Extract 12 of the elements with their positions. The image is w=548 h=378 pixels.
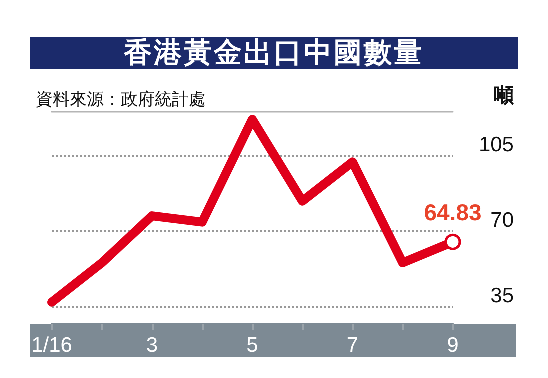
x-tick-label: 9 <box>447 334 459 357</box>
x-tick-label: 7 <box>346 334 359 357</box>
data-label: 64.83 <box>424 199 482 226</box>
y-tick-label: 105 <box>478 133 514 156</box>
y-tick-label: 35 <box>490 284 514 308</box>
y-tick-label: 70 <box>490 208 514 232</box>
y-axis-title: 噸 <box>494 85 515 107</box>
x-tick-label: 3 <box>146 334 158 357</box>
x-tick-label: 5 <box>246 334 258 357</box>
x-tick-label: 1/16 <box>32 334 72 357</box>
source-note: 資料來源：政府統計處 <box>36 89 206 111</box>
chart-title: 香港黃金出口中國數量 <box>30 36 518 69</box>
